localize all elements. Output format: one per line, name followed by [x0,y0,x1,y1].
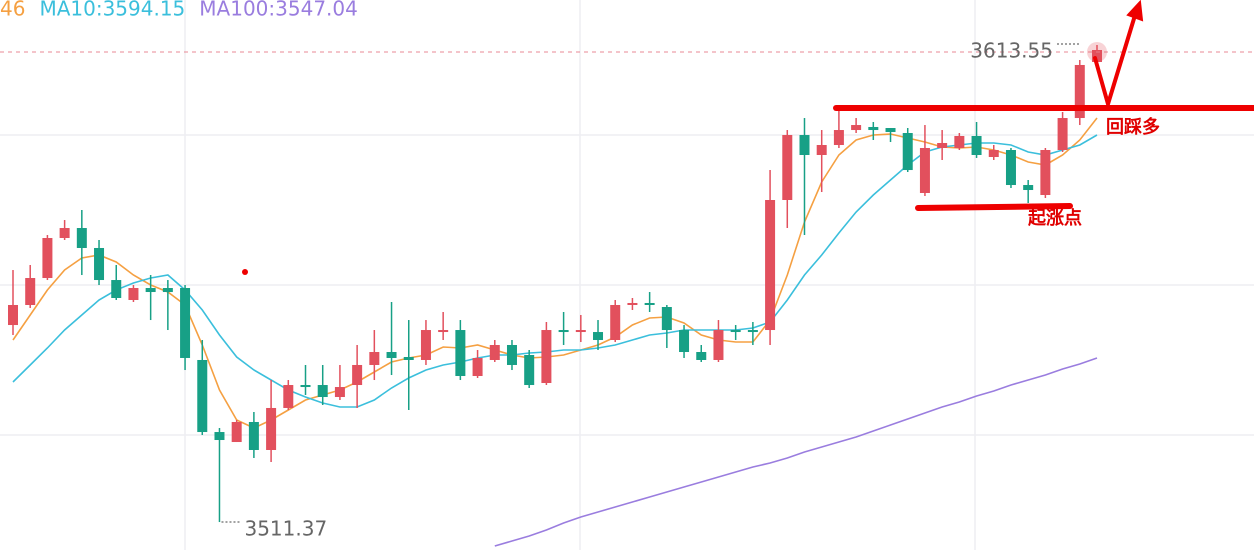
candle-body [506,345,517,365]
candle-body [8,304,18,326]
candle-body [851,125,862,131]
candle-body [661,307,672,331]
legend-entry: 46 [0,0,25,21]
candle-body [1092,50,1102,62]
candle-body [300,385,311,388]
arrow-head [1126,0,1144,22]
candle-body [59,228,70,239]
max-glow [1087,42,1107,63]
candle-body [472,357,483,377]
candle-body [747,330,758,333]
candle-body [782,135,793,200]
candle-body [352,364,363,386]
candle-body [885,128,896,133]
candle-body [197,359,208,433]
candle-body [971,135,982,155]
candle-body [765,200,776,331]
candle-body [713,330,724,360]
candle-body [25,278,36,305]
candle-body [386,352,397,358]
base-line [915,203,1073,211]
candle-body [438,330,449,333]
drawings [242,0,1254,275]
candle-body [42,238,53,279]
candle-body [679,330,690,353]
candle-body [214,432,225,441]
ma-line [494,357,1098,547]
candle-body [420,330,431,360]
candle-body [180,288,191,358]
candle-body [248,421,259,450]
candle-body [919,147,930,193]
candle-body [937,142,948,148]
candle-body [816,145,827,155]
annotation: 起涨点 [1027,207,1082,229]
candle-body [317,385,328,398]
candle-body [369,352,380,365]
candle-body [334,387,345,398]
candle-body [988,150,999,158]
ma-line [12,117,1098,429]
candle-body [1023,185,1034,191]
candle-body [627,302,638,305]
max-label: 3613.55 [970,39,1053,63]
candle-body [954,135,965,148]
candle-body [455,330,466,377]
candle-body [902,133,913,171]
candle-body [524,354,535,386]
candle-body [868,126,879,131]
candle-body [696,352,707,360]
candle-body [1005,150,1016,186]
candle-body [799,135,810,155]
candle-body [283,385,294,408]
candle-body [1040,150,1051,196]
candle-body [644,302,655,305]
candle-body [1057,118,1068,150]
candle-body [575,330,586,333]
candle-body [541,330,552,384]
ma-line [12,134,1098,408]
candle-body [593,332,604,341]
candle-body [489,345,500,360]
candle-body [76,228,87,248]
dot [242,269,248,275]
candle-body [162,288,173,293]
candle-body [833,130,844,146]
candle-body [730,330,741,333]
candle-body [403,357,414,360]
candle-body [128,288,139,300]
candle-body [94,247,105,281]
candle-body [1074,64,1085,119]
min-label: 3511.37 [244,517,327,541]
candle-body [558,330,569,333]
arrow [1093,10,1138,112]
candle-body [231,421,242,443]
candle-body [111,280,122,298]
candle-body [610,304,621,341]
annotation: 回踩多 [1106,116,1160,138]
candle-body [145,288,156,293]
candle-body [266,407,277,450]
legend-entry: MA10:3594.15 [39,0,185,21]
legend-entry: MA100:3547.04 [199,0,358,21]
